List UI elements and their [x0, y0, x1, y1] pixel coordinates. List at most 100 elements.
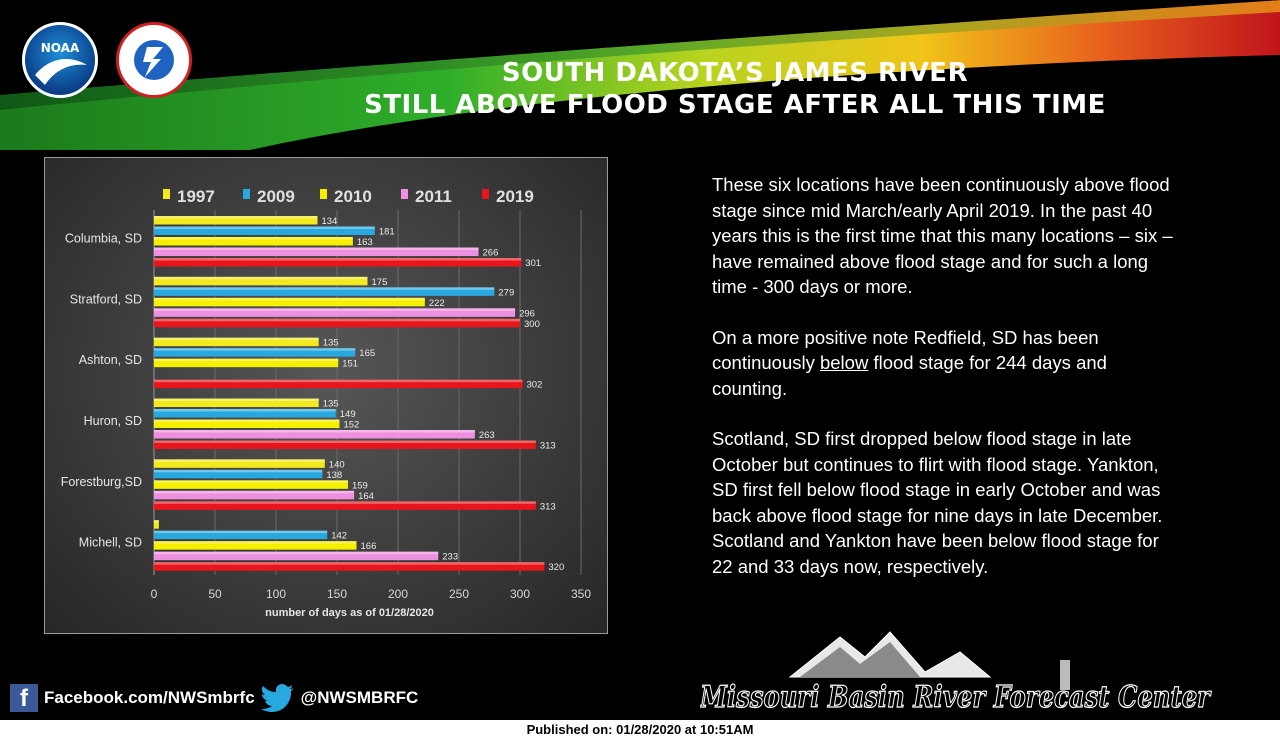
facebook-link[interactable]: Facebook.com/NWSmbrfc	[44, 688, 255, 707]
bar	[154, 501, 536, 510]
published-footer: Published on: 01/28/2020 at 10:51AM	[0, 720, 1280, 740]
bar-highlight	[154, 276, 368, 280]
data-label: 140	[329, 459, 345, 470]
data-label: 266	[483, 248, 499, 259]
bar	[154, 237, 353, 246]
p2-end: flood stage for 244 days and counting.	[712, 352, 1107, 399]
legend-swatch	[163, 189, 170, 199]
data-label: 296	[519, 308, 535, 319]
bar	[154, 459, 325, 468]
p2-underlined: below	[819, 352, 869, 373]
x-tick-label: 50	[208, 587, 222, 601]
category-label: Huron, SD	[84, 414, 142, 428]
data-label: 135	[323, 399, 339, 410]
bar	[154, 348, 356, 357]
header-band: NOAA SOUTH DAKOTA’S JAMES RIVER STILL AB…	[0, 0, 1280, 150]
data-label: 163	[357, 237, 373, 248]
bar	[154, 469, 323, 479]
bar	[154, 541, 357, 550]
twitter-bird-icon[interactable]	[260, 684, 295, 712]
noaa-bird-icon	[35, 59, 87, 85]
bar-highlight	[154, 551, 439, 555]
bar-highlight	[154, 308, 516, 311]
bar	[154, 226, 375, 235]
data-label: 164	[358, 491, 374, 502]
category-label: Michell, SD	[79, 536, 142, 550]
x-tick-label: 350	[571, 587, 591, 601]
bar	[154, 490, 355, 500]
twitter-handle[interactable]: @NWSMBRFC	[300, 688, 419, 707]
page-title: SOUTH DAKOTA’S JAMES RIVER STILL ABOVE F…	[300, 57, 1170, 121]
data-label: 138	[326, 470, 342, 481]
chart-panel: 0 50 100 150 200 250 300 350 number of days as o…	[44, 157, 608, 634]
bar-highlight	[154, 398, 319, 401]
data-label: 149	[340, 409, 356, 420]
bar-highlight	[154, 520, 159, 523]
legend-swatch	[243, 189, 250, 199]
bar-highlight	[154, 258, 522, 261]
bar-highlight	[154, 337, 319, 341]
paragraph-2: On a more positive note Redfield, SD has…	[712, 325, 1182, 402]
bar	[154, 520, 159, 529]
bar	[154, 216, 318, 225]
bar-highlight	[154, 318, 520, 322]
category-label: Forestburg,SD	[61, 475, 142, 489]
bar-highlight	[154, 440, 536, 443]
legend-label: 1997	[177, 187, 215, 206]
bar	[154, 258, 522, 267]
data-label: 300	[524, 319, 540, 330]
bar	[154, 318, 520, 328]
legend-label: 2009	[257, 187, 295, 206]
data-label: 222	[429, 298, 445, 309]
bar	[154, 562, 545, 571]
data-label: 151	[342, 359, 358, 370]
bar-chart: 0 50 100 150 200 250 300 350 number of days as o…	[61, 187, 592, 619]
data-label: 279	[498, 287, 514, 298]
x-tick-label: 200	[388, 587, 408, 601]
bar	[154, 419, 340, 428]
x-tick-label: 100	[266, 587, 286, 601]
bar	[154, 398, 319, 407]
bar-highlight	[154, 490, 355, 494]
silo-icon	[1060, 660, 1070, 690]
bar-highlight	[154, 430, 475, 433]
facebook-icon[interactable]: f	[10, 684, 38, 712]
data-label: 320	[548, 562, 564, 573]
bar-highlight	[154, 297, 425, 301]
data-label: 152	[343, 420, 359, 431]
x-tick-label: 250	[449, 587, 469, 601]
mbrfc-logo-text: Missouri Basin River Forecast Center	[700, 680, 1212, 715]
x-axis-title: number of days as of 01/28/2020	[265, 607, 434, 619]
description-text: These six locations have been continuous…	[712, 172, 1182, 604]
data-label: 301	[525, 258, 541, 269]
data-label: 134	[321, 216, 337, 227]
bar-highlight	[154, 562, 545, 565]
bar-highlight	[154, 216, 318, 219]
x-tick-label: 0	[151, 587, 158, 601]
bar	[154, 480, 348, 489]
bar-highlight	[154, 419, 340, 422]
bar-highlight	[154, 226, 375, 229]
legend-swatch	[320, 189, 327, 199]
x-tick-label: 150	[327, 587, 347, 601]
data-label: 166	[361, 541, 377, 552]
data-label: 142	[331, 531, 347, 542]
bar-highlight	[154, 501, 536, 504]
bar-highlight	[154, 287, 495, 290]
data-label: 175	[372, 277, 388, 288]
bar-highlight	[154, 247, 479, 250]
social-links: f Facebook.com/NWSmbrfc @NWSMBRFC	[10, 683, 418, 713]
bar-highlight	[154, 348, 356, 351]
data-label: 165	[359, 348, 375, 359]
title-line-1: SOUTH DAKOTA’S JAMES RIVER	[501, 58, 969, 88]
bar-highlight	[154, 358, 339, 362]
data-label: 263	[479, 430, 495, 441]
rainbow-swoosh	[0, 0, 1280, 150]
bar-highlight	[154, 379, 523, 383]
title-line-2: STILL ABOVE FLOOD STAGE AFTER ALL THIS T…	[364, 90, 1106, 120]
bar	[154, 276, 368, 286]
mbrfc-logo: Missouri Basin River Forecast Center	[700, 631, 1212, 716]
data-label: 313	[540, 441, 556, 452]
paragraph-1: These six locations have been continuous…	[712, 174, 1173, 297]
data-label: 159	[352, 480, 368, 491]
